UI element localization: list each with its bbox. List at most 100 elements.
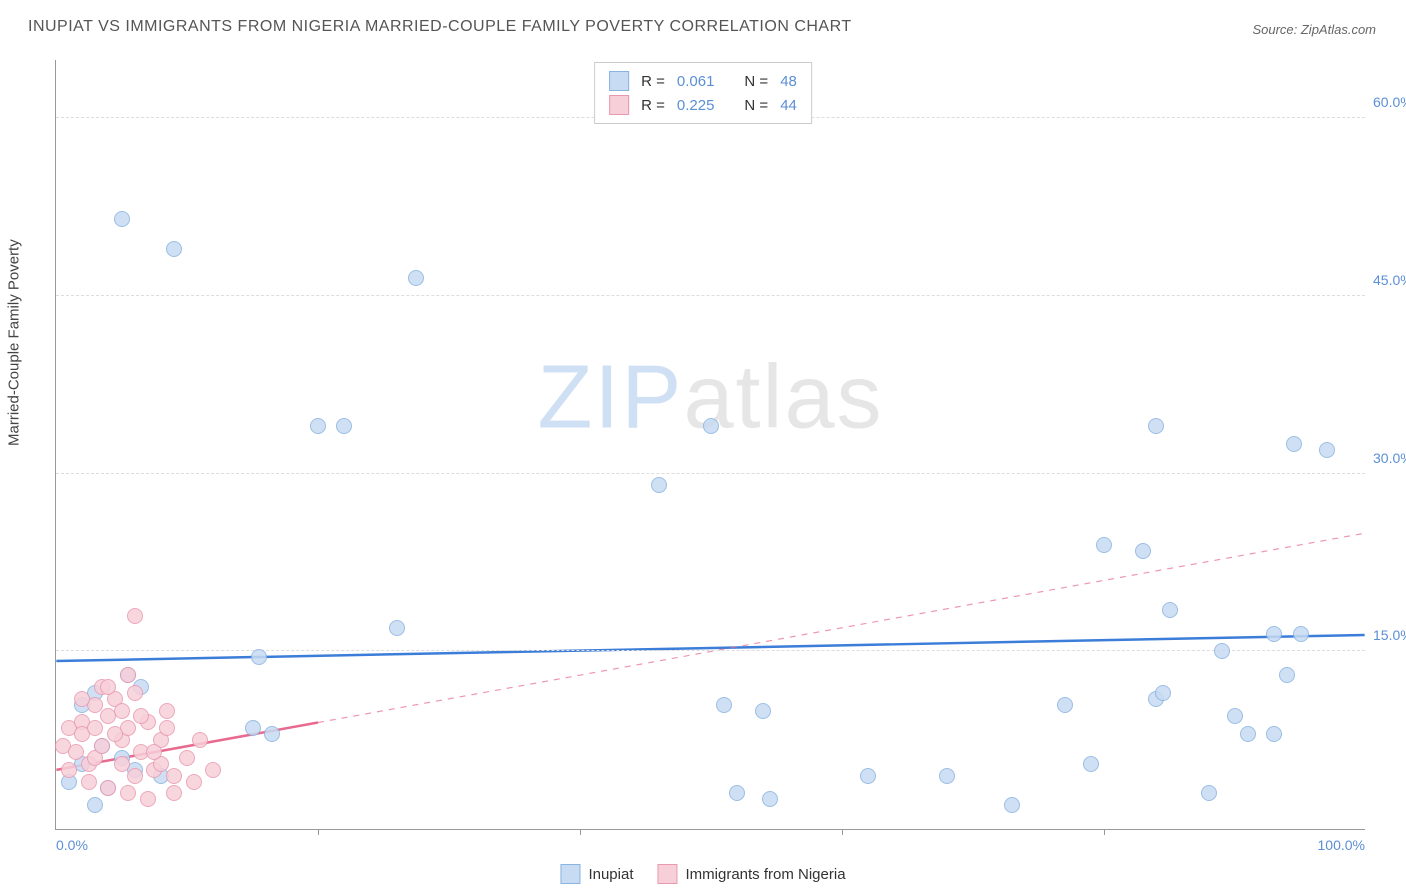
data-point bbox=[1155, 685, 1171, 701]
data-point bbox=[336, 418, 352, 434]
x-tick-mark bbox=[842, 829, 843, 835]
data-point bbox=[81, 774, 97, 790]
legend-item: Immigrants from Nigeria bbox=[658, 864, 846, 884]
legend-row: R = 0.061 N = 48 bbox=[609, 69, 797, 93]
data-point bbox=[310, 418, 326, 434]
data-point bbox=[1227, 708, 1243, 724]
data-point bbox=[389, 620, 405, 636]
y-tick-label: 60.0% bbox=[1373, 94, 1406, 110]
stat-label-n: N = bbox=[744, 73, 768, 90]
data-point bbox=[1201, 785, 1217, 801]
data-point bbox=[100, 679, 116, 695]
data-point bbox=[1286, 436, 1302, 452]
stat-value-r: 0.225 bbox=[677, 97, 715, 114]
data-point bbox=[146, 744, 162, 760]
data-point bbox=[166, 785, 182, 801]
x-tick-mark bbox=[318, 829, 319, 835]
legend-row: R = 0.225 N = 44 bbox=[609, 93, 797, 117]
data-point bbox=[61, 762, 77, 778]
stat-value-r: 0.061 bbox=[677, 73, 715, 90]
data-point bbox=[703, 418, 719, 434]
y-axis-label: Married-Couple Family Poverty bbox=[6, 239, 23, 446]
data-point bbox=[408, 270, 424, 286]
data-point bbox=[1266, 626, 1282, 642]
data-point bbox=[1096, 537, 1112, 553]
data-point bbox=[114, 211, 130, 227]
data-point bbox=[1004, 797, 1020, 813]
legend-swatch bbox=[658, 864, 678, 884]
data-point bbox=[166, 768, 182, 784]
data-point bbox=[94, 738, 110, 754]
data-point bbox=[264, 726, 280, 742]
x-tick-label: 0.0% bbox=[56, 837, 88, 853]
legend-swatch bbox=[560, 864, 580, 884]
data-point bbox=[1083, 756, 1099, 772]
x-tick-mark bbox=[580, 829, 581, 835]
data-point bbox=[762, 791, 778, 807]
legend-label: Immigrants from Nigeria bbox=[686, 866, 846, 883]
data-point bbox=[1162, 602, 1178, 618]
data-point bbox=[114, 756, 130, 772]
stat-label-r: R = bbox=[641, 97, 665, 114]
stat-value-n: 48 bbox=[780, 73, 797, 90]
data-point bbox=[1135, 543, 1151, 559]
data-point bbox=[651, 477, 667, 493]
data-point bbox=[205, 762, 221, 778]
data-point bbox=[1319, 442, 1335, 458]
data-point bbox=[179, 750, 195, 766]
correlation-legend: R = 0.061 N = 48 R = 0.225 N = 44 bbox=[594, 62, 812, 124]
data-point bbox=[120, 667, 136, 683]
data-point bbox=[186, 774, 202, 790]
y-tick-label: 30.0% bbox=[1373, 450, 1406, 466]
x-tick-mark bbox=[1104, 829, 1105, 835]
watermark-zip: ZIP bbox=[537, 348, 683, 448]
data-point bbox=[87, 797, 103, 813]
data-point bbox=[1266, 726, 1282, 742]
data-point bbox=[1057, 697, 1073, 713]
data-point bbox=[245, 720, 261, 736]
data-point bbox=[251, 649, 267, 665]
x-tick-label: 100.0% bbox=[1318, 837, 1365, 853]
data-point bbox=[716, 697, 732, 713]
data-point bbox=[127, 608, 143, 624]
data-point bbox=[127, 685, 143, 701]
stat-value-n: 44 bbox=[780, 97, 797, 114]
data-point bbox=[1279, 667, 1295, 683]
gridline bbox=[56, 473, 1365, 474]
watermark: ZIPatlas bbox=[537, 347, 883, 450]
stat-label-n: N = bbox=[744, 97, 768, 114]
data-point bbox=[1293, 626, 1309, 642]
data-point bbox=[114, 703, 130, 719]
gridline bbox=[56, 295, 1365, 296]
y-tick-label: 15.0% bbox=[1373, 627, 1406, 643]
data-point bbox=[729, 785, 745, 801]
data-point bbox=[140, 791, 156, 807]
data-point bbox=[74, 691, 90, 707]
data-point bbox=[100, 780, 116, 796]
data-point bbox=[1240, 726, 1256, 742]
data-point bbox=[939, 768, 955, 784]
data-point bbox=[192, 732, 208, 748]
series-legend: Inupiat Immigrants from Nigeria bbox=[560, 864, 845, 884]
data-point bbox=[87, 720, 103, 736]
legend-swatch bbox=[609, 95, 629, 115]
y-tick-label: 45.0% bbox=[1373, 272, 1406, 288]
legend-item: Inupiat bbox=[560, 864, 633, 884]
stat-label-r: R = bbox=[641, 73, 665, 90]
data-point bbox=[1214, 643, 1230, 659]
data-point bbox=[68, 744, 84, 760]
data-point bbox=[1148, 418, 1164, 434]
data-point bbox=[107, 726, 123, 742]
chart-title: INUPIAT VS IMMIGRANTS FROM NIGERIA MARRI… bbox=[28, 18, 852, 36]
trend-lines bbox=[56, 60, 1365, 829]
data-point bbox=[166, 241, 182, 257]
data-point bbox=[860, 768, 876, 784]
scatter-plot-area: ZIPatlas 15.0%30.0%45.0%60.0%0.0%100.0% bbox=[55, 60, 1365, 830]
legend-swatch bbox=[609, 71, 629, 91]
data-point bbox=[159, 720, 175, 736]
source-attribution: Source: ZipAtlas.com bbox=[1252, 22, 1376, 37]
data-point bbox=[120, 785, 136, 801]
data-point bbox=[159, 703, 175, 719]
data-point bbox=[127, 768, 143, 784]
legend-label: Inupiat bbox=[588, 866, 633, 883]
